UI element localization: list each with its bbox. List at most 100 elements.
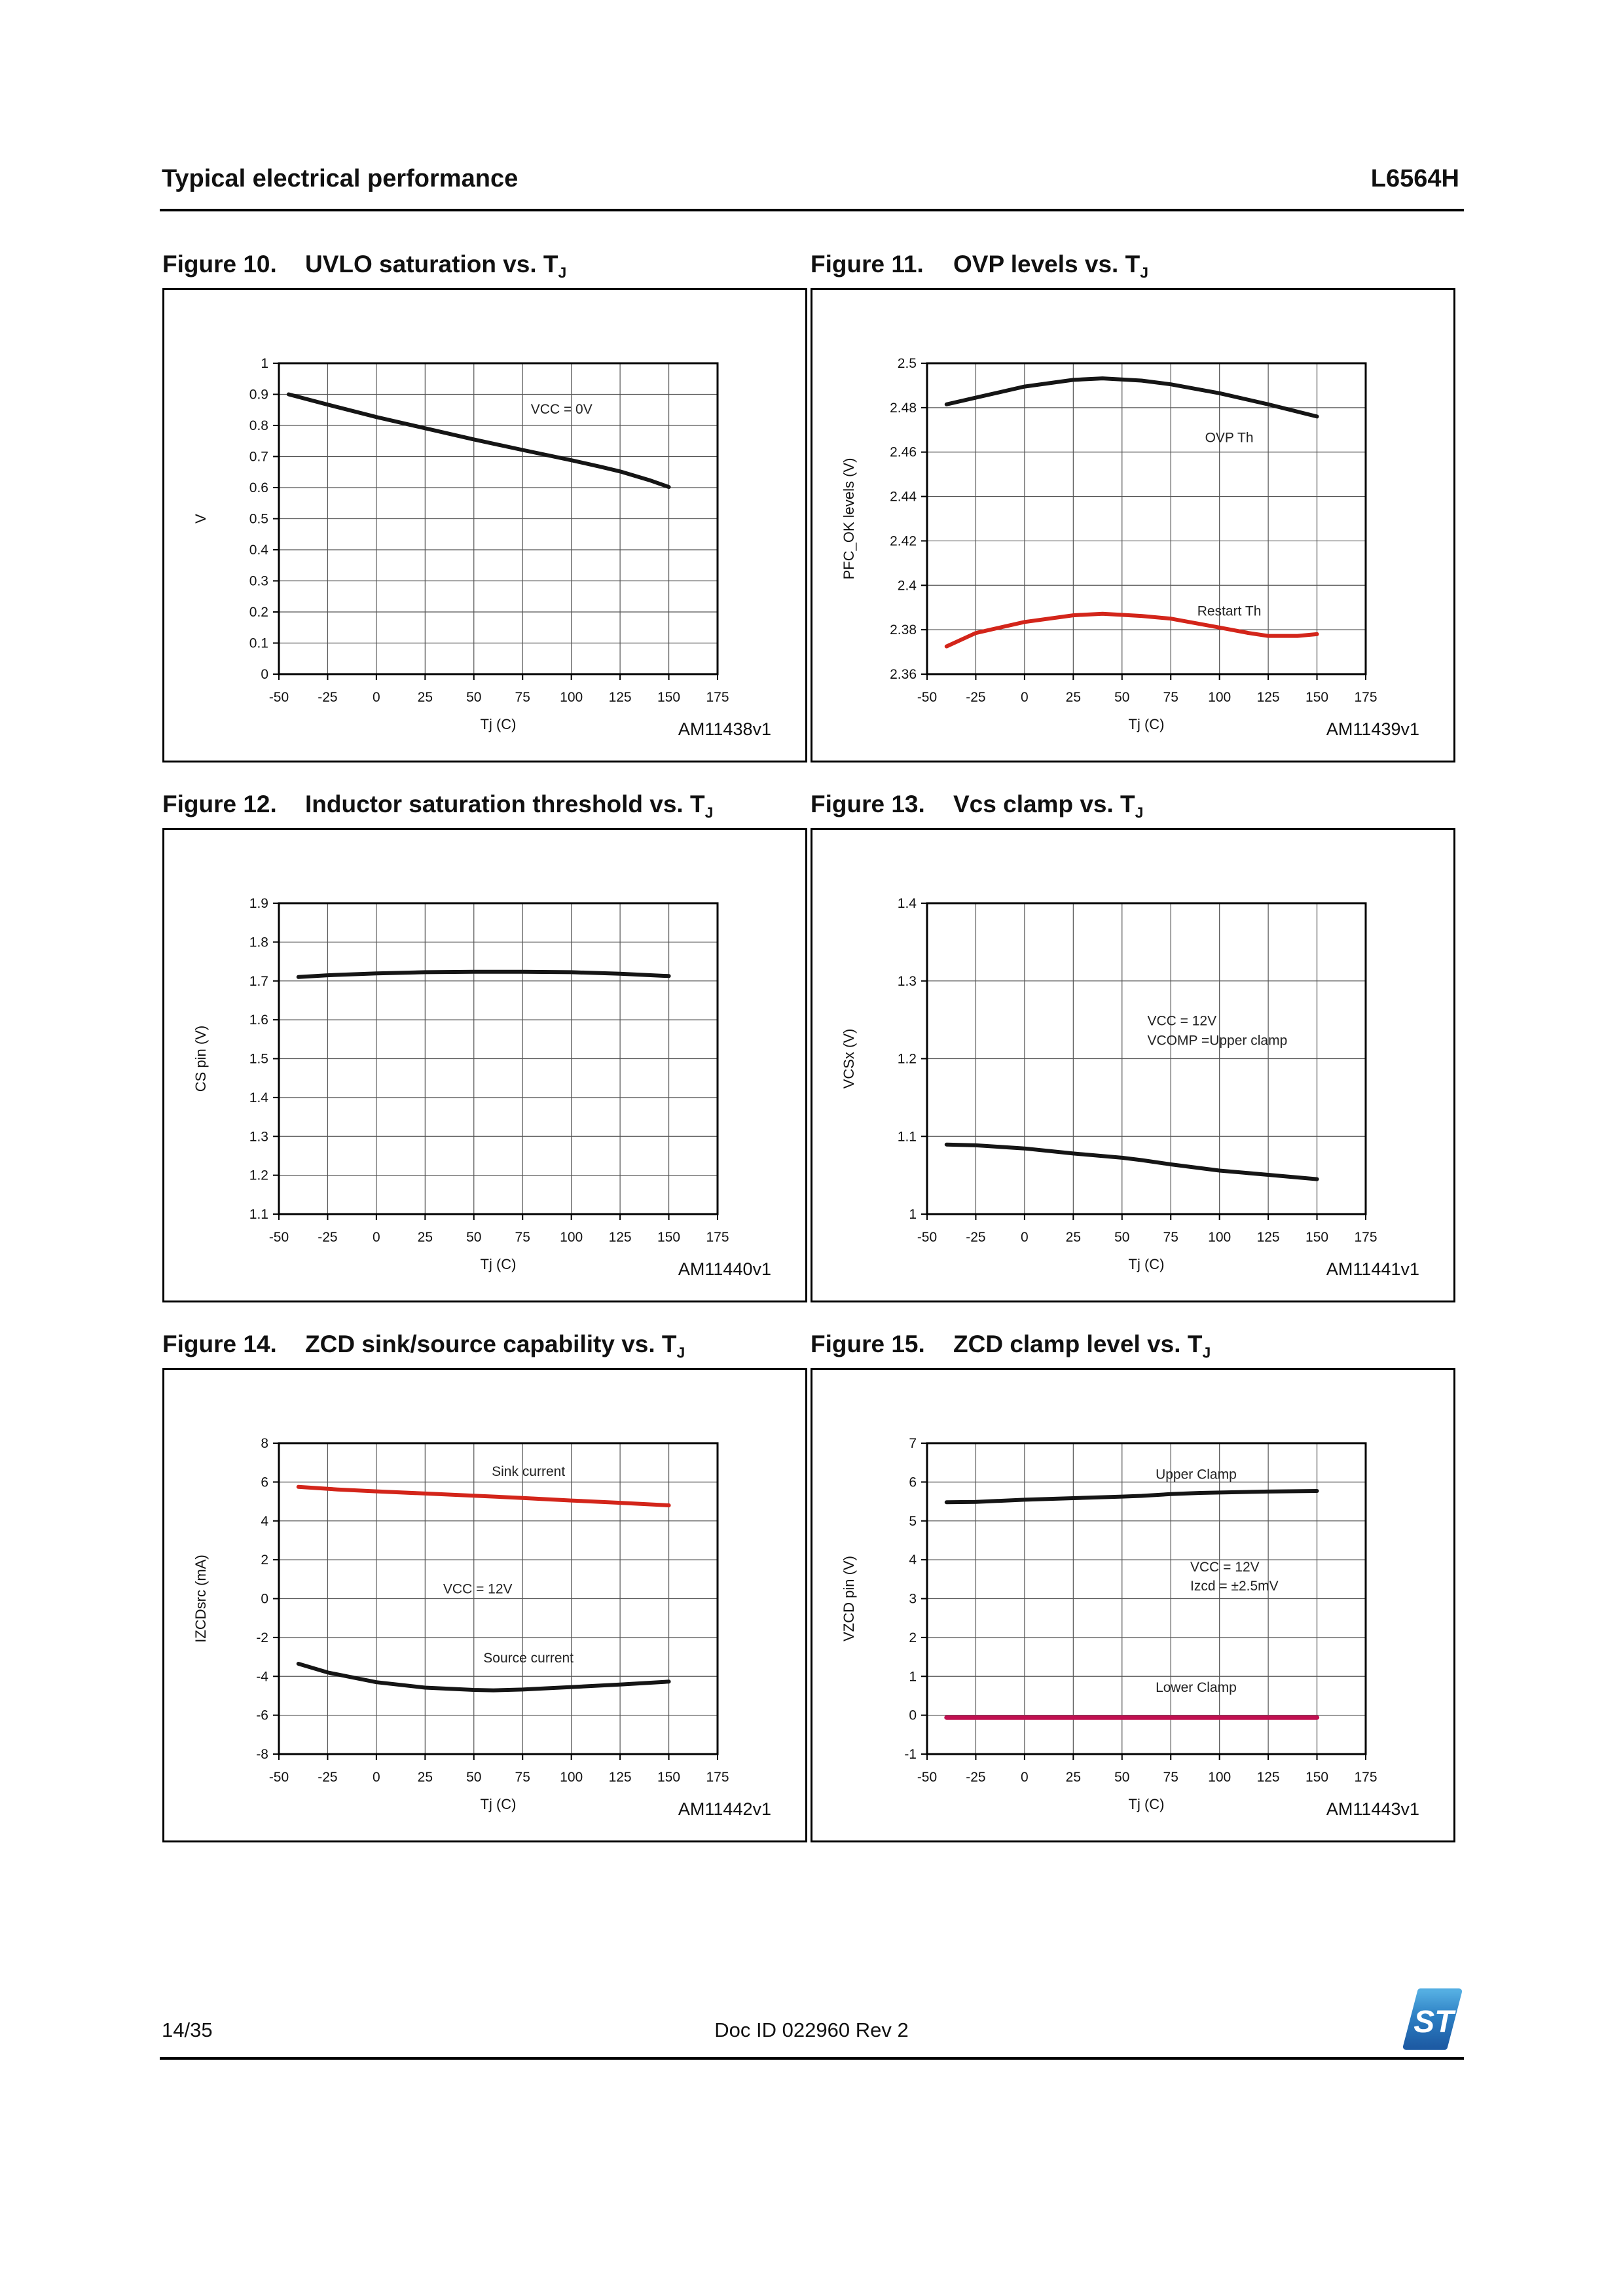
figure-title: OVP levels vs. T [953,251,1140,278]
figure-number: Figure 13. [811,791,925,817]
svg-text:125: 125 [609,1230,632,1245]
svg-text:OVP Th: OVP Th [1205,431,1254,446]
figure-11-caption: Figure 11. OVP levels vs. TJ [811,251,1455,288]
svg-text:0.4: 0.4 [249,543,269,558]
svg-text:150: 150 [657,1770,680,1785]
svg-text:1.2: 1.2 [898,1052,917,1067]
footer-doc-id: Doc ID 022960 Rev 2 [714,2018,909,2041]
svg-text:100: 100 [560,690,583,705]
svg-text:25: 25 [418,1770,433,1785]
svg-text:-50: -50 [269,1770,289,1785]
svg-text:175: 175 [1354,690,1377,705]
svg-text:0.1: 0.1 [249,636,268,651]
svg-text:2.4: 2.4 [898,578,917,593]
header-rule [160,209,1464,211]
svg-text:75: 75 [515,690,530,705]
svg-text:150: 150 [1305,1230,1328,1245]
svg-text:1.4: 1.4 [249,1090,269,1105]
figure-13-caption: Figure 13. Vcs clamp vs. TJ [811,791,1455,828]
svg-text:2.42: 2.42 [890,533,917,548]
svg-text:4: 4 [909,1552,917,1568]
svg-text:0: 0 [261,1592,268,1607]
svg-text:1.4: 1.4 [898,896,917,911]
svg-text:PFC_OK levels (V): PFC_OK levels (V) [841,458,857,580]
svg-text:175: 175 [706,690,729,705]
svg-text:125: 125 [609,1770,632,1785]
svg-text:175: 175 [1354,1770,1377,1785]
svg-text:2.38: 2.38 [890,622,917,637]
figure-15-code: AM11443v1 [1326,1799,1419,1819]
chart-ovp-levels: -50 -25 0 25 50 75 100 125 150 175 2.36 2.38 2.4 2.42… [841,356,1377,732]
svg-text:150: 150 [1305,690,1328,705]
figure-title-subscript: J [676,1344,685,1361]
svg-text:100: 100 [560,1230,583,1245]
chart-uvlo-saturation: -50 -25 0 25 50 75 100 125 150 175 0 0.1 0.2 0.3 0.4 0.… [192,356,729,732]
svg-text:-25: -25 [966,690,985,705]
figure-11-box: -50 -25 0 25 50 75 100 125 150 175 2.36 2.38 2.4 2.42… [811,288,1455,762]
svg-text:7: 7 [909,1436,917,1451]
st-logo-icon: ST [1402,1988,1463,2050]
svg-text:0: 0 [1021,1230,1029,1245]
svg-text:25: 25 [1066,1230,1081,1245]
svg-text:VCC = 0V: VCC = 0V [531,402,593,417]
figure-number: Figure 15. [811,1331,925,1357]
figure-15-block: Figure 15. ZCD clamp level vs. TJ -50 -25 0… [811,1331,1455,1842]
svg-text:150: 150 [1305,1770,1328,1785]
svg-text:75: 75 [515,1770,530,1785]
svg-text:VCC = 12V: VCC = 12V [443,1582,513,1597]
svg-text:50: 50 [466,1770,481,1785]
svg-text:75: 75 [1163,1230,1178,1245]
svg-text:-25: -25 [966,1230,985,1245]
svg-text:8: 8 [261,1436,268,1451]
svg-text:VCSx (V): VCSx (V) [841,1029,857,1089]
svg-text:0.9: 0.9 [249,387,268,403]
svg-text:IZCDsrc (mA): IZCDsrc (mA) [192,1554,209,1642]
figure-11-block: Figure 11. OVP levels vs. TJ -50 -25 0 25 50 7… [811,251,1455,762]
svg-text:Upper Clamp: Upper Clamp [1156,1467,1237,1482]
svg-text:-50: -50 [269,690,289,705]
figure-title-subscript: J [1140,264,1148,281]
figure-title: Inductor saturation threshold vs. T [305,791,705,817]
figure-title: UVLO saturation vs. T [305,251,558,278]
figure-15-box: -50 -25 0 25 50 75 100 125 150 175 -1 0 1 2 3 4 5 6 7 Tj (C… [811,1368,1455,1842]
svg-text:-50: -50 [269,1230,289,1245]
svg-text:50: 50 [466,1230,481,1245]
figure-12-block: Figure 12. Inductor saturation threshold … [162,791,807,1302]
svg-text:2.48: 2.48 [890,401,917,416]
svg-text:Sink current: Sink current [492,1464,565,1479]
svg-text:0: 0 [1021,690,1029,705]
svg-text:-25: -25 [966,1770,985,1785]
svg-text:0: 0 [373,1770,380,1785]
figure-title-subscript: J [704,804,714,821]
figure-12-code: AM11440v1 [678,1259,771,1279]
svg-text:50: 50 [1114,690,1129,705]
figure-14-code: AM11442v1 [678,1799,771,1819]
svg-text:2: 2 [261,1552,268,1568]
svg-text:Source current: Source current [483,1651,574,1666]
svg-text:5: 5 [909,1514,917,1529]
footer-page-number: 14/35 [162,2018,213,2041]
svg-text:150: 150 [657,1230,680,1245]
svg-text:1: 1 [909,1669,917,1684]
svg-text:25: 25 [418,690,433,705]
svg-text:175: 175 [706,1770,729,1785]
svg-text:175: 175 [1354,1230,1377,1245]
svg-text:75: 75 [1163,690,1178,705]
svg-text:0.8: 0.8 [249,418,268,433]
figure-15-caption: Figure 15. ZCD clamp level vs. TJ [811,1331,1455,1368]
svg-text:-2: -2 [256,1630,268,1645]
footer-rule [160,2057,1464,2060]
svg-text:1.9: 1.9 [249,896,268,911]
svg-text:100: 100 [560,1770,583,1785]
svg-text:50: 50 [1114,1230,1129,1245]
svg-text:0.7: 0.7 [249,450,268,465]
svg-text:175: 175 [706,1230,729,1245]
svg-text:1: 1 [909,1207,917,1222]
svg-text:VCC = 12V: VCC = 12V [1147,1013,1216,1028]
svg-text:Restart Th: Restart Th [1197,603,1262,619]
svg-text:Tj (C): Tj (C) [1129,1796,1165,1812]
chart-inductor-saturation-threshold: -50 -25 0 25 50 75 100 125 150 175 1.1 1.2 1.3 1.4 1.5… [192,896,729,1272]
svg-text:25: 25 [418,1230,433,1245]
figure-number: Figure 14. [162,1331,277,1357]
figure-13-box: -50 -25 0 25 50 75 100 125 150 175 1 1.1 1.2 1.3 1.4 Tj… [811,828,1455,1302]
